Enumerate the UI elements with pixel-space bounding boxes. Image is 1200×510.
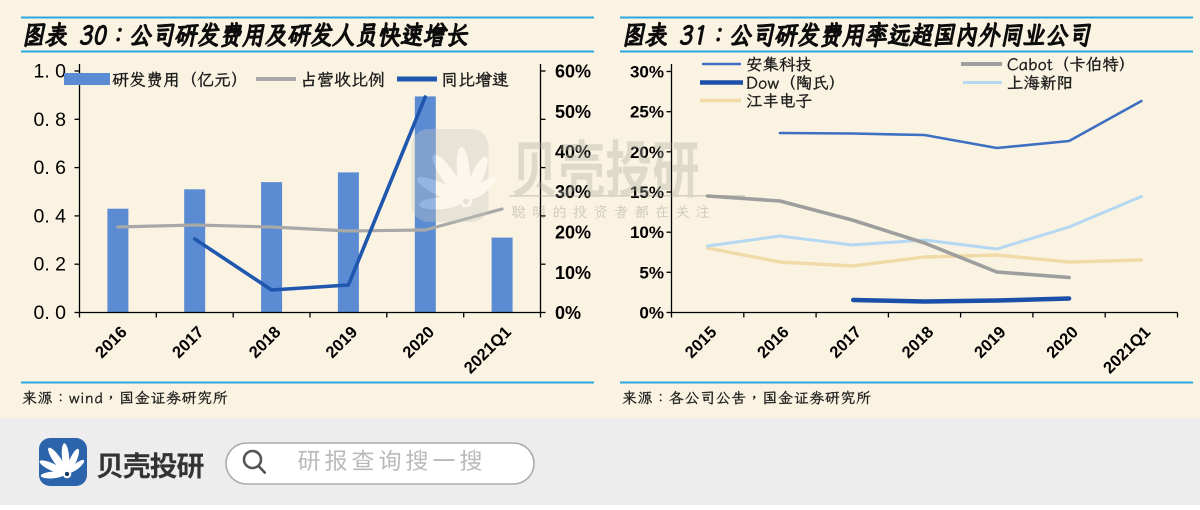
svg-text:50%: 50% (555, 102, 591, 122)
svg-text:0. 0: 0. 0 (33, 302, 66, 324)
svg-text:5%: 5% (639, 263, 664, 282)
svg-text:30%: 30% (555, 182, 591, 202)
svg-text:15%: 15% (630, 183, 664, 202)
svg-text:0%: 0% (555, 303, 581, 323)
svg-text:0. 2: 0. 2 (33, 254, 66, 276)
svg-text:0. 8: 0. 8 (33, 109, 66, 131)
svg-text:20%: 20% (630, 143, 664, 162)
svg-text:60%: 60% (555, 62, 591, 82)
svg-text:0%: 0% (639, 304, 664, 323)
svg-text:10%: 10% (555, 263, 591, 283)
svg-text:10%: 10% (630, 223, 664, 242)
svg-text:30%: 30% (630, 63, 664, 82)
svg-text:20%: 20% (555, 223, 591, 243)
svg-text:1. 0: 1. 0 (33, 61, 66, 83)
svg-text:0. 6: 0. 6 (33, 157, 66, 179)
svg-text:25%: 25% (630, 103, 664, 122)
svg-text:0. 4: 0. 4 (33, 205, 66, 227)
svg-text:40%: 40% (555, 142, 591, 162)
